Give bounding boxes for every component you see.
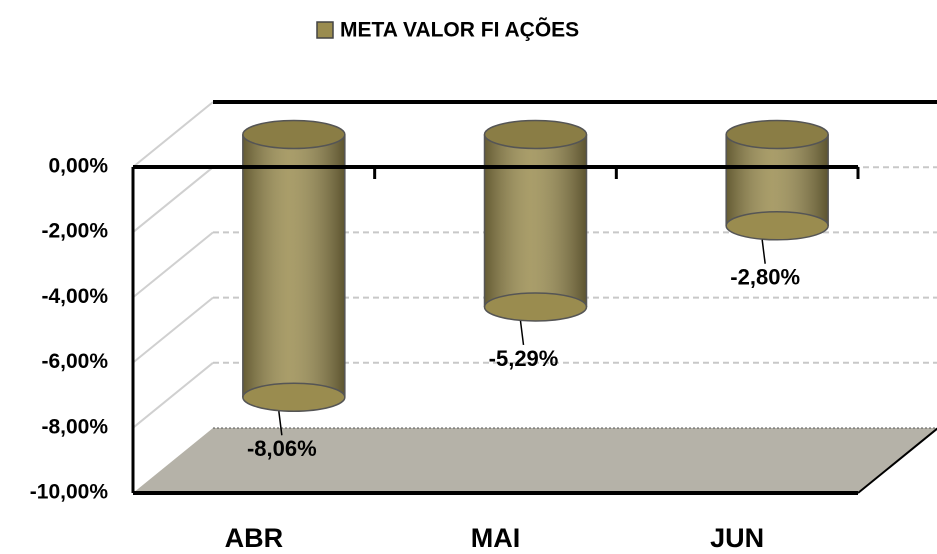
data-label: -2,80% <box>730 265 800 290</box>
cylinder-bottom <box>725 211 829 241</box>
cylinder-top <box>242 119 346 150</box>
floor-side-edge <box>857 427 937 494</box>
cylinder-bottom <box>242 382 346 413</box>
x-tick-label: JUN <box>710 523 764 553</box>
legend-swatch <box>316 21 334 39</box>
data-label: -5,29% <box>489 346 559 371</box>
cylinder-shade <box>242 134 345 398</box>
grid-line <box>132 362 214 429</box>
grid-line <box>132 296 214 364</box>
x-tick-label: ABR <box>225 523 284 553</box>
data-label: -8,06% <box>247 436 317 461</box>
y-tick-label: -4,00% <box>41 285 108 308</box>
y-tick-label: -8,00% <box>41 415 108 438</box>
x-tick-label: MAI <box>471 523 521 553</box>
grid-line <box>132 231 214 299</box>
floor <box>133 428 937 493</box>
y-tick-label: 0,00% <box>48 155 108 178</box>
cylinder-top <box>483 119 588 150</box>
cylinder-bottom <box>483 292 588 322</box>
grid-line <box>132 166 214 233</box>
grid-line <box>132 101 214 168</box>
leader-line <box>278 411 283 436</box>
y-tick-label: -10,00% <box>30 481 109 504</box>
leader-line <box>519 320 525 346</box>
cylinder-shade <box>484 134 587 307</box>
y-tick-label: -6,00% <box>41 350 108 373</box>
y-tick-label: -2,00% <box>41 220 108 243</box>
legend-label: META VALOR FI AÇÕES <box>340 18 579 42</box>
cylinder-top <box>725 119 829 150</box>
leader-line <box>761 239 766 264</box>
cylinder-shade <box>726 134 829 226</box>
